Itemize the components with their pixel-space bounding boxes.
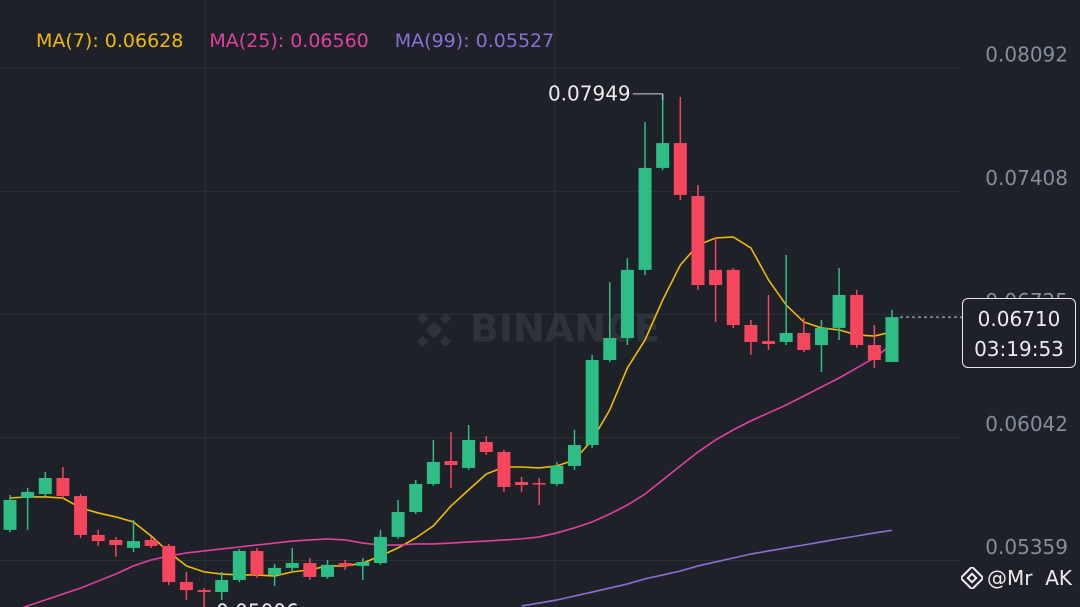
credit: @Mr AK — [961, 566, 1072, 590]
legend-name: MA(99) — [395, 30, 476, 52]
candle-body — [444, 461, 458, 466]
candle-body — [356, 561, 370, 566]
ma-line — [521, 529, 893, 607]
legend-value: 0.06560 — [290, 30, 369, 52]
candle-body — [426, 461, 440, 484]
candle-body — [691, 196, 705, 286]
legend-item: MA(7)0.06628 — [36, 30, 183, 52]
candle-body — [797, 332, 811, 350]
ma-line — [22, 343, 893, 607]
candle-body — [144, 539, 158, 546]
candle-body — [532, 483, 546, 485]
candle-body — [867, 345, 881, 360]
candle-body — [550, 465, 564, 484]
y-tick-label: 0.05359 — [985, 535, 1068, 559]
candle-body — [321, 564, 335, 577]
candle-body — [126, 541, 140, 548]
candle-body — [744, 325, 758, 342]
y-tick-label: 0.07408 — [985, 166, 1068, 190]
candle-body — [620, 269, 634, 339]
candle-body — [232, 550, 246, 580]
candle-body — [673, 143, 687, 195]
candle-body — [850, 294, 864, 346]
candle-body — [885, 317, 899, 362]
candle-body — [479, 441, 493, 453]
candle-body — [391, 512, 405, 537]
candle-body — [91, 534, 105, 542]
credit-text: @Mr AK — [987, 566, 1072, 590]
y-tick-label: 0.06042 — [985, 412, 1068, 436]
candle-body — [74, 496, 88, 535]
candle-body — [303, 563, 317, 577]
candle-body — [832, 294, 846, 328]
candle-body — [3, 499, 17, 530]
current-price-box: 0.06710 03:19:53 — [962, 298, 1076, 368]
legend-name: MA(7) — [36, 30, 105, 52]
candle-body — [338, 563, 352, 566]
candle-body — [285, 563, 299, 568]
candle-body — [779, 332, 793, 342]
candle-body — [109, 539, 123, 546]
high-label: 0.07949 — [548, 81, 631, 105]
candle-body — [585, 359, 599, 446]
candle-body — [409, 483, 423, 513]
candle-body — [638, 167, 652, 270]
candle-body — [814, 327, 828, 346]
candle-body — [38, 477, 52, 495]
candle-body — [709, 269, 723, 286]
candles — [3, 93, 899, 607]
candle-body — [197, 590, 211, 593]
legend-value: 0.05527 — [475, 30, 555, 52]
candle-body — [462, 439, 476, 468]
candle-body — [515, 481, 529, 486]
candle-body — [215, 579, 229, 593]
candle-body — [250, 550, 264, 575]
legend-name: MA(25) — [209, 30, 290, 52]
credit-logo — [961, 567, 983, 589]
candle-body — [373, 536, 387, 564]
countdown: 03:19:53 — [974, 337, 1064, 361]
legend-item: MA(25)0.06560 — [209, 30, 368, 52]
candle-body — [497, 452, 511, 488]
candle-body — [179, 581, 193, 591]
candle-body — [21, 491, 35, 498]
legend-value: 0.06628 — [104, 30, 184, 52]
candle-body — [656, 143, 670, 168]
candle-body — [56, 477, 70, 497]
candle-body — [567, 445, 581, 466]
candle-body — [603, 338, 617, 360]
low-label: 0.05006 — [216, 600, 299, 607]
annotations: 0.07949 0.05006 — [216, 81, 962, 607]
candle-body — [726, 269, 740, 326]
candle-body — [162, 545, 176, 582]
legend: MA(7)0.06628 MA(25)0.06560 MA(99)0.05527 — [36, 30, 554, 52]
legend-item: MA(99)0.05527 — [395, 30, 554, 52]
grid — [0, 67, 960, 562]
candle-body — [268, 567, 282, 575]
current-price: 0.06710 — [977, 307, 1061, 331]
candle-body — [762, 341, 776, 344]
y-tick-label: 0.08092 — [985, 43, 1068, 67]
